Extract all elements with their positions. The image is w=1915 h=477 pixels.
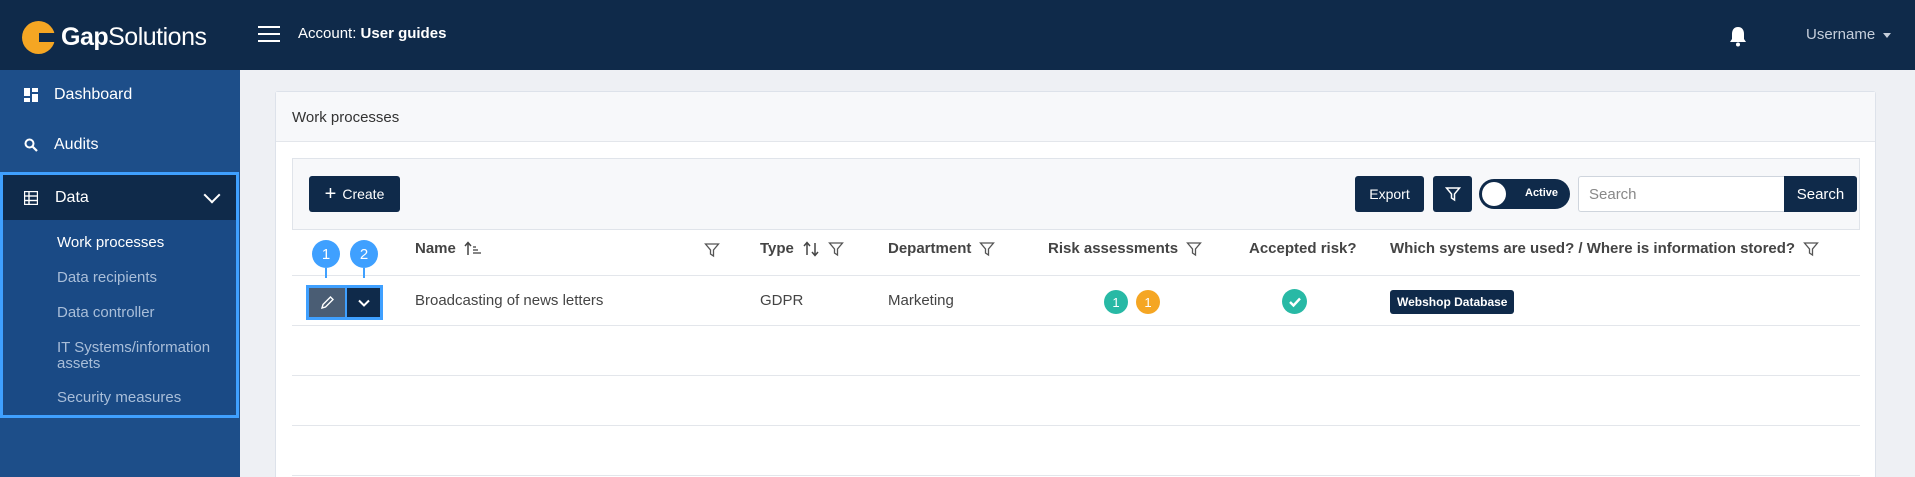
sidebar-data-group: Data Work processes Data recipients Data…	[0, 172, 239, 418]
check-icon	[1282, 289, 1307, 314]
menu-toggle-icon[interactable]	[258, 26, 280, 44]
column-header-name[interactable]: Name	[415, 240, 482, 257]
top-bar: GapSolutions Account: User guides Userna…	[0, 0, 1915, 70]
filter-name-icon[interactable]	[704, 242, 720, 258]
sidebar-item-dashboard[interactable]: Dashboard	[0, 70, 240, 120]
export-button[interactable]: Export	[1355, 176, 1424, 212]
table-icon	[24, 190, 38, 205]
cell-department: Marketing	[888, 292, 954, 309]
system-tag[interactable]: Webshop Database	[1390, 290, 1515, 314]
sort-both-icon	[803, 240, 819, 257]
sidebar-item-data[interactable]: Data	[3, 175, 236, 220]
sidebar-sub-work-processes[interactable]: Work processes	[57, 234, 165, 251]
annotation-marker-1: 1	[312, 240, 340, 268]
sidebar-item-label: Dashboard	[54, 86, 133, 103]
sidebar-item-audits[interactable]: Audits	[0, 120, 240, 170]
logo-light-text: Solutions	[108, 22, 207, 51]
edit-button[interactable]	[309, 288, 345, 317]
user-menu-dropdown[interactable]: Username	[1806, 26, 1891, 43]
sidebar-sub-security-measures[interactable]: Security measures	[57, 389, 182, 406]
cell-name[interactable]: Broadcasting of news letters	[415, 292, 604, 309]
toolbar: + Create Export Active Search	[292, 158, 1860, 230]
logo-mark-icon	[22, 20, 57, 54]
sidebar: Dashboard Audits Data Work processes Dat…	[0, 70, 240, 477]
column-header-systems[interactable]: Which systems are used? / Where is infor…	[1390, 240, 1819, 257]
cell-type: GDPR	[760, 292, 804, 309]
filter-risk-icon[interactable]	[1186, 241, 1202, 257]
row-divider	[292, 475, 1860, 476]
filter-type-icon[interactable]	[828, 241, 844, 257]
column-header-accepted-risk[interactable]: Accepted risk?	[1249, 240, 1357, 257]
sidebar-sub-data-recipients[interactable]: Data recipients	[57, 269, 158, 286]
pencil-icon	[320, 296, 334, 310]
panel-header	[276, 92, 1875, 142]
search-icon	[24, 138, 38, 152]
column-header-department[interactable]: Department	[888, 240, 996, 257]
sort-asc-icon	[464, 240, 481, 255]
risk-count-green[interactable]: 1	[1104, 290, 1128, 314]
page-title: Work processes	[292, 109, 400, 126]
row-divider	[292, 325, 1860, 326]
row-divider	[292, 375, 1860, 376]
column-header-risk-assessments[interactable]: Risk assessments	[1048, 240, 1202, 257]
chevron-down-icon	[357, 299, 370, 307]
plus-icon: +	[324, 183, 337, 205]
logo-bold-text: Gap	[61, 22, 109, 51]
active-toggle[interactable]: Active	[1479, 179, 1570, 209]
dashboard-icon	[24, 88, 38, 102]
search-input[interactable]	[1578, 176, 1784, 212]
row-divider	[292, 425, 1860, 426]
filter-button[interactable]	[1433, 176, 1472, 212]
sidebar-sub-data-controller[interactable]: Data controller	[57, 304, 155, 321]
sidebar-sub-it-systems[interactable]: IT Systems/information assets	[57, 339, 211, 372]
search-button[interactable]: Search	[1784, 176, 1857, 212]
chevron-down-icon	[203, 186, 221, 204]
risk-count-orange[interactable]: 1	[1136, 290, 1160, 314]
column-header-type[interactable]: Type	[760, 240, 844, 257]
account-label: Account: User guides	[298, 25, 447, 42]
work-processes-panel: Work processes + Create Export Active Se…	[275, 91, 1876, 477]
row-actions	[306, 285, 383, 320]
account-name: User guides	[360, 25, 447, 42]
filter-icon	[1444, 187, 1461, 202]
sidebar-item-label: Audits	[54, 136, 99, 153]
filter-systems-icon[interactable]	[1803, 241, 1819, 257]
logo[interactable]: GapSolutions	[22, 20, 207, 54]
row-dropdown-button[interactable]	[345, 288, 380, 317]
sidebar-item-label: Data	[55, 188, 89, 206]
bell-icon[interactable]	[1728, 25, 1748, 47]
annotation-marker-2: 2	[350, 240, 378, 268]
row-divider	[292, 275, 1860, 276]
create-button[interactable]: + Create	[309, 176, 400, 212]
filter-department-icon[interactable]	[979, 241, 996, 257]
